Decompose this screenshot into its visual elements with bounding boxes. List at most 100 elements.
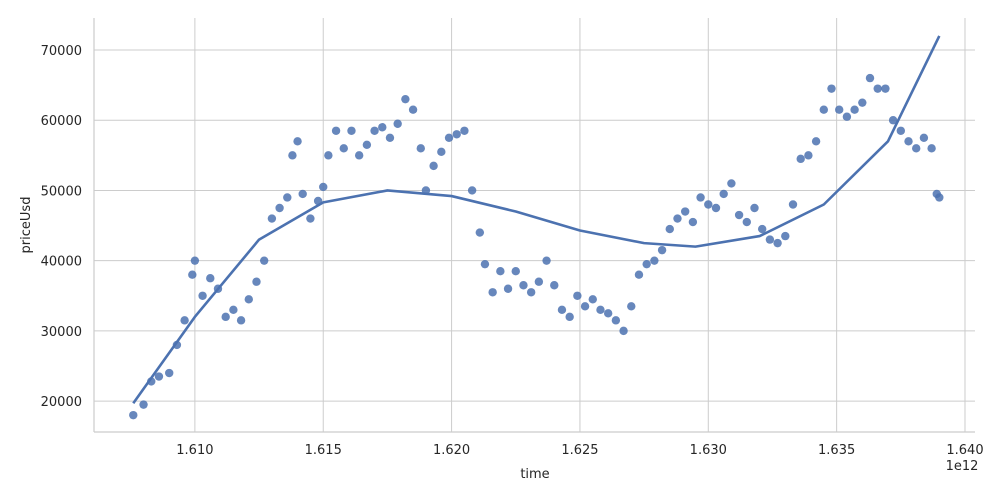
point [496, 267, 505, 276]
point [611, 316, 621, 325]
point [627, 302, 636, 311]
point [704, 200, 713, 209]
point [542, 256, 551, 265]
point [393, 119, 402, 128]
point [927, 144, 936, 153]
point [378, 123, 387, 132]
point [129, 410, 138, 420]
point [298, 189, 307, 199]
point [460, 126, 469, 135]
point [881, 84, 890, 93]
point [534, 277, 544, 286]
point [719, 189, 728, 199]
point [236, 316, 246, 325]
point [475, 228, 485, 237]
point [339, 144, 348, 153]
point [573, 291, 582, 300]
point [198, 291, 207, 300]
point [727, 179, 736, 188]
point [734, 210, 744, 220]
point [742, 217, 751, 227]
y-tick-label: 20000 [41, 395, 82, 410]
point [788, 200, 798, 209]
point [275, 203, 284, 213]
point [324, 151, 333, 160]
point [452, 130, 461, 139]
point [385, 133, 395, 142]
x-tick-label: 1.625 [561, 443, 598, 458]
point [711, 203, 721, 213]
point [850, 105, 859, 114]
point [696, 193, 705, 202]
point [480, 259, 490, 269]
point [888, 116, 898, 125]
point [221, 312, 230, 322]
point [865, 73, 875, 83]
point [935, 193, 944, 202]
point [190, 256, 200, 265]
x-axis-label: time [520, 467, 549, 482]
point [362, 140, 372, 150]
point [306, 214, 315, 223]
y-tick-label: 30000 [41, 325, 82, 340]
point [673, 214, 682, 223]
point [665, 224, 674, 234]
point [408, 105, 418, 114]
point [416, 144, 425, 153]
point [781, 231, 790, 241]
point [796, 154, 805, 164]
point [244, 295, 253, 304]
point [154, 372, 164, 381]
point [165, 368, 174, 378]
y-tick-label: 70000 [41, 44, 82, 59]
point [896, 126, 906, 135]
y-axis-label: priceUsd [19, 197, 34, 254]
point [619, 326, 628, 336]
point [444, 133, 454, 142]
x-tick-label: 1.610 [176, 443, 213, 458]
point [912, 144, 921, 153]
point [557, 305, 567, 315]
x-tick-label: 1.635 [818, 443, 855, 458]
point [519, 281, 528, 290]
x-offset-label: 1e12 [946, 459, 979, 474]
point [765, 235, 775, 244]
point [206, 274, 215, 283]
point [588, 295, 597, 304]
point [858, 98, 867, 107]
point [347, 126, 356, 135]
point [773, 238, 782, 248]
point [429, 161, 438, 171]
y-tick-label: 60000 [41, 114, 82, 129]
point [804, 151, 813, 160]
point [354, 151, 364, 160]
point [657, 245, 667, 255]
point [919, 133, 929, 142]
point [819, 105, 829, 114]
point [401, 94, 410, 104]
point [873, 84, 882, 93]
point [139, 400, 148, 409]
point [288, 151, 297, 160]
point [634, 270, 644, 279]
point [680, 207, 690, 216]
point [511, 267, 520, 276]
point [319, 182, 328, 192]
point [904, 137, 913, 146]
point [503, 284, 513, 293]
point [180, 316, 189, 325]
point [188, 270, 197, 279]
x-tick-label: 1.630 [690, 443, 727, 458]
x-tick-label: 1.620 [433, 443, 470, 458]
point [835, 105, 844, 114]
point [229, 305, 238, 315]
point [331, 126, 341, 135]
x-tick-label: 1.640 [946, 443, 983, 458]
point [550, 281, 559, 290]
point [437, 147, 446, 157]
x-tick-label: 1.615 [305, 443, 342, 458]
y-tick-label: 40000 [41, 255, 82, 270]
point [757, 224, 767, 234]
